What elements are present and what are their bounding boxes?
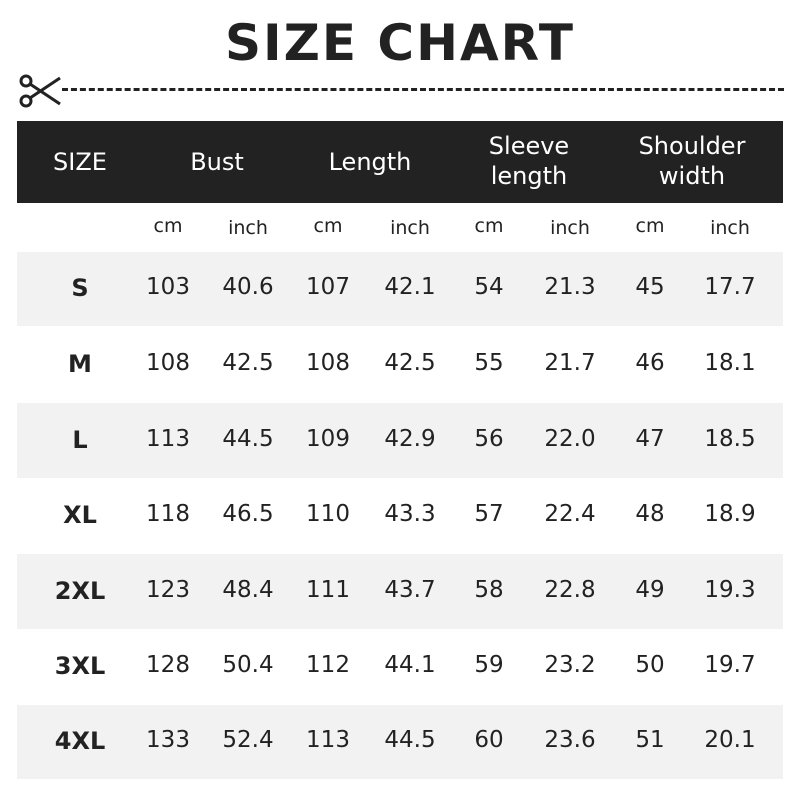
measurement-cell: 44.5 — [384, 727, 436, 753]
measurement-cell: 23.6 — [544, 727, 596, 753]
measurement-cell: 133 — [146, 727, 190, 753]
header-line1: Length — [328, 148, 412, 176]
measurement-cell: 111 — [306, 576, 350, 603]
measurement-cell: 43.3 — [384, 501, 436, 527]
measurement-cell: 42.5 — [384, 349, 436, 376]
unit-label: inch — [550, 217, 590, 239]
measurement-cell: 42.1 — [384, 274, 436, 300]
measurement-cell: 21.7 — [544, 349, 596, 376]
measurement-cell: 48.4 — [222, 576, 274, 603]
measurement-cell: 18.5 — [704, 425, 756, 452]
unit-row: cm inch cm inch cm inch cm inch — [17, 203, 783, 252]
size-label: M — [68, 349, 92, 378]
header-line1: Shoulder — [638, 132, 746, 160]
measurement-cell: 22.0 — [544, 425, 596, 452]
table-row: 2XL 123 48.4 111 43.7 58 22.8 49 19.3 — [17, 554, 783, 629]
size-label: 3XL — [54, 652, 106, 680]
header-line2: width — [658, 162, 726, 190]
measurement-cell: 21.3 — [544, 274, 596, 300]
table-header: SIZE Bust Length Sleeve length Shoulder width — [17, 121, 783, 203]
size-label: S — [71, 274, 89, 302]
measurement-cell: 108 — [306, 349, 350, 376]
header-line2: length — [490, 162, 568, 190]
table-row: 3XL 128 50.4 112 44.1 59 23.2 50 19.7 — [17, 629, 783, 705]
measurement-cell: 52.4 — [222, 727, 274, 753]
measurement-cell: 23.2 — [544, 652, 596, 678]
measurement-cell: 19.3 — [704, 576, 756, 603]
measurement-cell: 113 — [146, 425, 190, 452]
measurement-cell: 17.7 — [704, 274, 756, 300]
measurement-cell: 46.5 — [222, 501, 274, 527]
measurement-cell: 49 — [635, 576, 665, 603]
measurement-cell: 45 — [635, 274, 665, 300]
measurement-cell: 118 — [146, 501, 190, 527]
measurement-cell: 113 — [306, 727, 350, 753]
measurement-cell: 108 — [146, 349, 190, 376]
measurement-cell: 43.7 — [384, 576, 436, 603]
size-label: 4XL — [54, 727, 106, 755]
measurement-cell: 40.6 — [222, 274, 274, 300]
measurement-cell: 44.1 — [384, 652, 436, 678]
unit-label: cm — [635, 215, 665, 237]
table-row: M 108 42.5 108 42.5 55 21.7 46 18.1 — [17, 326, 783, 403]
cut-line — [62, 88, 784, 91]
measurement-cell: 18.9 — [704, 501, 756, 527]
measurement-cell: 20.1 — [704, 727, 756, 753]
measurement-cell: 54 — [474, 274, 504, 300]
unit-label: inch — [390, 217, 430, 239]
size-label: XL — [63, 501, 97, 529]
measurement-cell: 47 — [635, 425, 665, 452]
measurement-cell: 19.7 — [704, 652, 756, 678]
size-label: L — [72, 425, 88, 454]
unit-label: cm — [153, 215, 183, 237]
measurement-cell: 58 — [474, 576, 504, 603]
measurement-cell: 107 — [306, 274, 350, 300]
unit-label: cm — [474, 215, 504, 237]
unit-label: inch — [228, 217, 268, 239]
measurement-cell: 44.5 — [222, 425, 274, 452]
measurement-cell: 128 — [146, 652, 190, 678]
header-line1: Sleeve — [488, 132, 570, 160]
measurement-cell: 22.4 — [544, 501, 596, 527]
table-row: 4XL 133 52.4 113 44.5 60 23.6 51 20.1 — [17, 705, 783, 779]
measurement-cell: 22.8 — [544, 576, 596, 603]
page-title: SIZE CHART — [224, 14, 576, 72]
measurement-cell: 50 — [635, 652, 665, 678]
measurement-cell: 18.1 — [704, 349, 756, 376]
header-line1: Bust — [190, 148, 244, 176]
measurement-cell: 60 — [474, 727, 504, 753]
measurement-cell: 51 — [635, 727, 665, 753]
measurement-cell: 59 — [474, 652, 504, 678]
measurement-cell: 56 — [474, 425, 504, 452]
unit-label: inch — [710, 217, 750, 239]
measurement-cell: 50.4 — [222, 652, 274, 678]
measurement-cell: 48 — [635, 501, 665, 527]
measurement-cell: 103 — [146, 274, 190, 300]
table-row: L 113 44.5 109 42.9 56 22.0 47 18.5 — [17, 403, 783, 478]
unit-label: cm — [313, 215, 343, 237]
measurement-cell: 55 — [474, 349, 504, 376]
table-row: XL 118 46.5 110 43.3 57 22.4 48 18.9 — [17, 478, 783, 554]
table-row: S 103 40.6 107 42.1 54 21.3 45 17.7 — [17, 252, 783, 326]
scissors-icon — [19, 74, 61, 108]
measurement-cell: 109 — [306, 425, 350, 452]
measurement-cell: 112 — [306, 652, 350, 678]
measurement-cell: 46 — [635, 349, 665, 376]
size-label: 2XL — [54, 576, 106, 605]
header-size: SIZE — [53, 148, 107, 176]
measurement-cell: 42.5 — [222, 349, 274, 376]
measurement-cell: 123 — [146, 576, 190, 603]
measurement-cell: 110 — [306, 501, 350, 527]
measurement-cell: 42.9 — [384, 425, 436, 452]
measurement-cell: 57 — [474, 501, 504, 527]
